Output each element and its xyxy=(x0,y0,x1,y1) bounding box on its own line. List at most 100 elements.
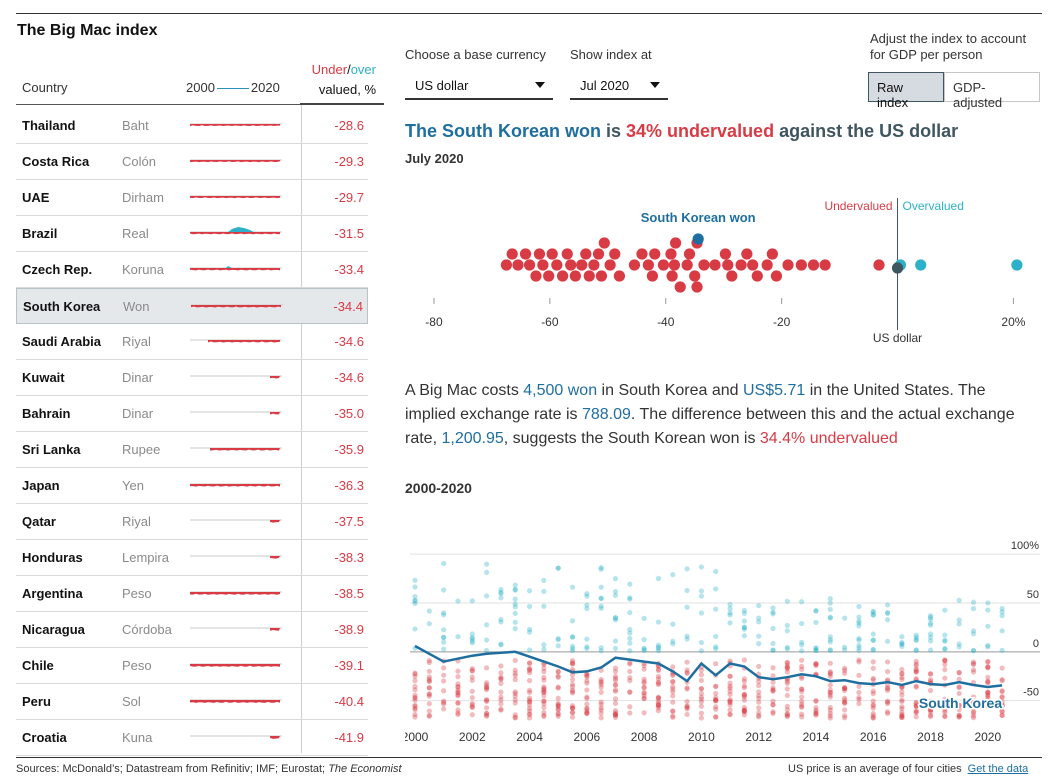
undervalued-point[interactable] xyxy=(613,270,625,282)
history-under-point xyxy=(612,708,619,714)
undervalued-point[interactable] xyxy=(543,270,555,282)
undervalued-point[interactable] xyxy=(751,270,763,282)
undervalued-point[interactable] xyxy=(770,270,783,282)
undervalued-point[interactable] xyxy=(551,259,563,271)
table-row[interactable]: Sri Lanka Rupee -35.9 xyxy=(16,432,368,468)
table-row[interactable]: Bahrain Dinar -35.0 xyxy=(16,396,368,432)
highlight-point[interactable] xyxy=(692,233,704,245)
table-row[interactable]: Saudi Arabia Riyal -34.6 xyxy=(16,324,368,360)
table-row[interactable]: Costa Rica Colón -29.3 xyxy=(16,144,368,180)
undervalued-point[interactable] xyxy=(576,259,588,271)
undervalued-point[interactable] xyxy=(649,248,661,260)
undervalued-point[interactable] xyxy=(583,270,595,282)
history-under-point xyxy=(455,668,461,674)
base-currency-select[interactable]: US dollar xyxy=(405,70,553,100)
undervalued-point[interactable] xyxy=(669,237,682,249)
undervalued-point[interactable] xyxy=(519,248,532,260)
history-under-point xyxy=(784,678,790,684)
undervalued-point[interactable] xyxy=(722,259,734,271)
undervalued-point[interactable] xyxy=(761,259,773,271)
undervalued-point[interactable] xyxy=(588,259,600,271)
undervalued-point[interactable] xyxy=(530,270,542,282)
undervalued-point[interactable] xyxy=(709,259,721,271)
undervalued-point[interactable] xyxy=(561,248,573,260)
table-row[interactable]: Brazil Real -31.5 xyxy=(16,216,368,252)
show-index-select[interactable]: Jul 2020 xyxy=(570,70,668,100)
undervalued-point[interactable] xyxy=(683,248,696,260)
undervalued-point[interactable] xyxy=(546,248,558,260)
undervalued-point[interactable] xyxy=(668,259,681,271)
row-value: -38.5 xyxy=(334,586,364,601)
undervalued-point[interactable] xyxy=(598,237,610,249)
table-row[interactable]: Nicaragua Córdoba -38.9 xyxy=(16,612,368,648)
undervalued-point[interactable] xyxy=(747,259,759,271)
undervalued-point[interactable] xyxy=(604,259,616,271)
get-data-link[interactable]: Get the data xyxy=(967,763,1029,775)
undervalued-point[interactable] xyxy=(657,259,670,271)
table-row[interactable]: Chile Peso -39.1 xyxy=(16,648,368,684)
undervalued-point[interactable] xyxy=(666,270,678,282)
table-row[interactable]: UAE Dirham -29.7 xyxy=(16,180,368,216)
undervalued-point[interactable] xyxy=(595,270,608,282)
table-row[interactable]: Thailand Baht -28.6 xyxy=(16,108,368,144)
table-row[interactable]: Croatia Kuna -41.9 xyxy=(16,720,368,756)
undervalued-point[interactable] xyxy=(819,259,831,271)
undervalued-point[interactable] xyxy=(642,259,654,271)
undervalued-point[interactable] xyxy=(766,248,778,260)
undervalued-point[interactable] xyxy=(795,259,807,271)
undervalued-point[interactable] xyxy=(674,281,686,293)
undervalued-point[interactable] xyxy=(681,259,693,271)
overvalued-point[interactable] xyxy=(1011,259,1023,271)
undervalued-point[interactable] xyxy=(565,259,577,271)
gdp-adjusted-button[interactable]: GDP-adjusted xyxy=(944,72,1040,110)
undervalued-point[interactable] xyxy=(782,259,794,271)
base-point[interactable] xyxy=(891,262,904,274)
undervalued-point[interactable] xyxy=(646,270,659,282)
value-column-header[interactable]: Under/over valued, % xyxy=(292,60,376,100)
undervalued-point[interactable] xyxy=(537,259,549,271)
undervalued-point[interactable] xyxy=(698,259,710,271)
undervalued-point[interactable] xyxy=(533,248,546,260)
overvalued-point[interactable] xyxy=(915,259,927,271)
history-under-point xyxy=(655,679,662,685)
undervalued-point[interactable] xyxy=(592,248,605,260)
undervalued-point[interactable] xyxy=(689,270,701,282)
history-under-point xyxy=(569,660,576,666)
table-row[interactable]: Argentina Peso -38.5 xyxy=(16,576,368,612)
undervalued-point[interactable] xyxy=(557,270,569,282)
table-row[interactable]: Japan Yen -36.3 xyxy=(16,468,368,504)
undervalued-point[interactable] xyxy=(609,248,621,260)
undervalued-point[interactable] xyxy=(628,259,641,271)
history-under-point xyxy=(899,666,905,673)
table-row[interactable]: Czech Rep. Koruna -33.4 xyxy=(16,252,368,288)
undervalued-point[interactable] xyxy=(741,248,753,260)
history-under-point xyxy=(469,668,475,674)
table-row[interactable]: Peru Sol -40.4 xyxy=(16,684,368,720)
undervalued-point[interactable] xyxy=(506,248,518,260)
undervalued-point[interactable] xyxy=(719,248,732,260)
undervalued-point[interactable] xyxy=(636,248,648,260)
history-under-point xyxy=(713,706,719,712)
table-row[interactable]: Qatar Riyal -37.5 xyxy=(16,504,368,540)
table-row[interactable]: Kuwait Dinar -34.6 xyxy=(16,360,368,396)
table-row[interactable]: South Korea Won -34.4 xyxy=(16,288,368,324)
undervalued-point[interactable] xyxy=(665,248,677,260)
undervalued-point[interactable] xyxy=(569,270,581,282)
raw-index-button[interactable]: Raw index xyxy=(868,72,944,110)
country-column-header[interactable]: Country xyxy=(22,80,68,95)
history-under-point xyxy=(827,670,833,676)
undervalued-point[interactable] xyxy=(580,248,592,260)
undervalued-point[interactable] xyxy=(807,259,820,271)
table-row[interactable]: Honduras Lempira -38.3 xyxy=(16,540,368,576)
undervalued-point[interactable] xyxy=(500,259,513,271)
undervalued-point[interactable] xyxy=(523,259,536,271)
history-under-point xyxy=(627,689,633,695)
undervalued-point[interactable] xyxy=(726,270,738,282)
history-under-point xyxy=(913,699,919,705)
south-korea-line[interactable] xyxy=(414,644,1003,689)
undervalued-point[interactable] xyxy=(691,281,703,293)
history-under-point xyxy=(612,677,619,683)
undervalued-point[interactable] xyxy=(735,259,747,271)
undervalued-point[interactable] xyxy=(873,259,885,271)
undervalued-point[interactable] xyxy=(512,259,524,271)
